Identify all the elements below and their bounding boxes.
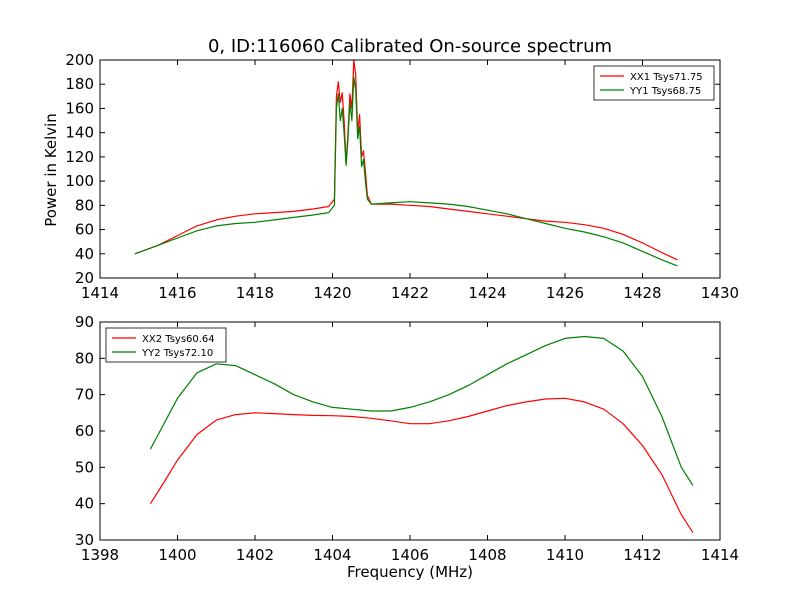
y-tick-label: 90 xyxy=(75,313,94,331)
x-tick-label: 1412 xyxy=(623,546,661,564)
y-tick-label: 50 xyxy=(75,458,94,476)
y-tick-label: 60 xyxy=(75,221,94,239)
x-axis-label: Frequency (MHz) xyxy=(347,563,473,581)
y-tick-label: 160 xyxy=(65,99,94,117)
y-tick-label: 40 xyxy=(75,245,94,263)
legend-box xyxy=(593,65,715,101)
x-tick-label: 1418 xyxy=(236,284,274,302)
x-tick-label: 1414 xyxy=(701,546,739,564)
y-tick-label: 80 xyxy=(75,196,94,214)
legend: XX1 Tsys71.75 YY1 Tsys68.75 xyxy=(593,65,715,101)
axes-frame xyxy=(99,59,721,279)
legend-entry: YY2 Tsys72.10 xyxy=(141,348,213,359)
y-tick-label: 200 xyxy=(65,51,94,69)
x-tick-label: 1402 xyxy=(236,546,274,564)
legend-entry: XX1 Tsys71.75 xyxy=(630,72,703,83)
x-tick-label: 1398 xyxy=(81,546,119,564)
legend-entry: YY1 Tsys68.75 xyxy=(629,86,701,97)
x-tick-label: 1414 xyxy=(81,284,119,302)
x-tick-label: 1404 xyxy=(313,546,351,564)
series-line-xx xyxy=(149,397,694,534)
y-tick-label: 40 xyxy=(75,495,94,513)
x-tick-label: 1430 xyxy=(701,284,739,302)
y-axis-label: Power in Kelvin xyxy=(42,113,60,227)
series-line-yy xyxy=(134,76,678,267)
y-tick-label: 60 xyxy=(75,422,94,440)
series-line-yy xyxy=(149,335,694,486)
y-tick-label: 80 xyxy=(75,349,94,367)
y-tick-label: 20 xyxy=(75,269,94,287)
x-tick-label: 1424 xyxy=(468,284,506,302)
x-tick-label: 1420 xyxy=(313,284,351,302)
x-tick-label: 1422 xyxy=(391,284,429,302)
y-tick-label: 70 xyxy=(75,386,94,404)
legend-box xyxy=(105,327,227,363)
x-tick-label: 1416 xyxy=(158,284,196,302)
legend-entry: XX2 Tsys60.64 xyxy=(142,334,215,345)
y-tick-label: 100 xyxy=(65,172,94,190)
x-tick-label: 1410 xyxy=(546,546,584,564)
x-tick-label: 1426 xyxy=(546,284,584,302)
y-tick-label: 140 xyxy=(65,124,94,142)
x-tick-label: 1428 xyxy=(623,284,661,302)
bottom-plot: 1398 1400 1402 1404 1406 1408 1410 1412 1414 30 40… xyxy=(75,313,739,564)
axes-frame xyxy=(99,321,721,541)
chart-title: 0, ID:116060 Calibrated On-source spectr… xyxy=(208,36,612,57)
x-tick-label: 1400 xyxy=(158,546,196,564)
top-plot: 1414 1416 1418 1420 1422 1424 1426 1428 1430 20 40… xyxy=(65,51,739,302)
y-tick-label: 120 xyxy=(65,148,94,166)
y-tick-label: 30 xyxy=(75,531,94,549)
legend: XX2 Tsys60.64 YY2 Tsys72.10 xyxy=(105,327,227,363)
x-tick-label: 1408 xyxy=(468,546,506,564)
y-tick-label: 180 xyxy=(65,75,94,93)
x-tick-label: 1406 xyxy=(391,546,429,564)
